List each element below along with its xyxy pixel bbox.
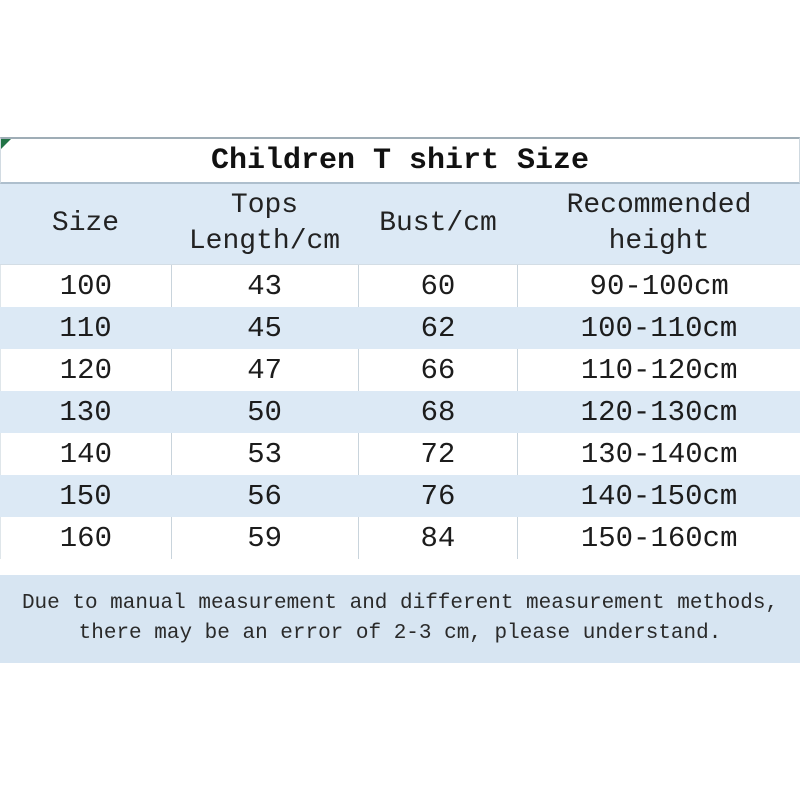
column-header-tops-length: Tops Length/cm bbox=[171, 184, 358, 264]
bust-cell: 66 bbox=[359, 349, 519, 391]
column-header-size: Size bbox=[0, 184, 171, 264]
tops-length-cell: 56 bbox=[247, 479, 282, 513]
table-row: 120 47 66 110-120cm bbox=[0, 349, 800, 391]
height-cell: 130-140cm bbox=[580, 437, 738, 471]
table-title: Children T shirt Size bbox=[210, 143, 590, 178]
height-cell: 120-130cm bbox=[580, 395, 738, 429]
green-corner-triangle-icon bbox=[1, 139, 11, 149]
column-header-label: Recommended bbox=[566, 190, 752, 221]
table-footer-gap bbox=[0, 559, 800, 575]
disclaimer-line: there may be an error of 2-3 cm, please … bbox=[78, 622, 722, 645]
column-header-recommended-height: Recommended height bbox=[518, 184, 800, 264]
column-header-label: Bust/cm bbox=[379, 208, 497, 239]
size-cell: 120 bbox=[1, 349, 172, 391]
height-cell: 150-160cm bbox=[580, 521, 738, 555]
tops-length-cell: 45 bbox=[247, 311, 282, 345]
table-row: 100 43 60 90-100cm bbox=[0, 265, 800, 307]
table-row: 150 56 76 140-150cm bbox=[0, 475, 800, 517]
disclaimer-line: Due to manual measurement and different … bbox=[21, 592, 779, 615]
table-row: 160 59 84 150-160cm bbox=[0, 517, 800, 559]
bust-cell: 62 bbox=[420, 311, 456, 345]
bust-cell: 68 bbox=[420, 395, 456, 429]
height-cell: 110-120cm bbox=[580, 353, 738, 387]
table-row: 140 53 72 130-140cm bbox=[0, 433, 800, 475]
size-cell: 100 bbox=[1, 265, 172, 307]
column-header-label: Length/cm bbox=[188, 226, 341, 257]
column-header-label: Tops bbox=[230, 190, 299, 221]
bust-cell: 84 bbox=[359, 517, 519, 559]
size-cell: 140 bbox=[1, 433, 172, 475]
table-row: 110 45 62 100-110cm bbox=[0, 307, 800, 349]
bust-cell: 72 bbox=[359, 433, 519, 475]
bust-cell: 76 bbox=[420, 479, 456, 513]
column-header-label: height bbox=[608, 226, 710, 257]
column-header-label: Size bbox=[51, 208, 120, 239]
size-cell: 110 bbox=[59, 311, 112, 345]
height-cell: 90-100cm bbox=[589, 269, 729, 303]
size-cell: 160 bbox=[1, 517, 172, 559]
size-chart-table: Children T shirt Size Size Tops Length/c… bbox=[0, 137, 800, 663]
tops-length-cell: 59 bbox=[172, 517, 359, 559]
tops-length-cell: 50 bbox=[247, 395, 282, 429]
height-cell: 100-110cm bbox=[580, 311, 738, 345]
tops-length-cell: 53 bbox=[172, 433, 359, 475]
size-cell: 150 bbox=[59, 479, 112, 513]
column-header-bust: Bust/cm bbox=[358, 184, 518, 264]
table-row: 130 50 68 120-130cm bbox=[0, 391, 800, 433]
height-cell: 140-150cm bbox=[580, 479, 738, 513]
measurement-disclaimer: Due to manual measurement and different … bbox=[0, 575, 800, 663]
tops-length-cell: 47 bbox=[172, 349, 359, 391]
bust-cell: 60 bbox=[359, 265, 519, 307]
size-cell: 130 bbox=[59, 395, 112, 429]
tops-length-cell: 43 bbox=[172, 265, 359, 307]
table-title-row: Children T shirt Size bbox=[0, 137, 800, 184]
table-header-row: Size Tops Length/cm Bust/cm Recommended … bbox=[0, 184, 800, 265]
